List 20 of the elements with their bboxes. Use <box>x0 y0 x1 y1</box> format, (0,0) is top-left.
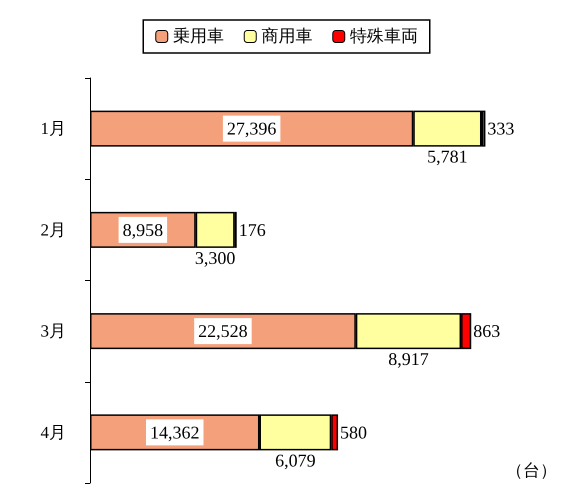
data-label: 176 <box>238 220 266 240</box>
data-label: 8,917 <box>388 349 429 370</box>
data-label: 863 <box>473 321 500 342</box>
legend-label: 商用車 <box>261 26 312 46</box>
data-label: 333 <box>487 118 514 139</box>
text: （台） <box>506 461 557 480</box>
legend-label: 特殊車両 <box>350 26 418 46</box>
y-tick-label: 2月 <box>40 220 66 240</box>
data-label: 14,362 <box>150 422 200 442</box>
y-tick-label: 1月 <box>40 119 66 138</box>
y-tick-label: 3月 <box>40 322 66 341</box>
data-label: 5,781 <box>427 146 468 167</box>
legend-label: 乗用車 <box>172 26 224 46</box>
data-label: 580 <box>340 422 368 442</box>
data-label: 3,300 <box>194 248 236 268</box>
data-label: 27,396 <box>226 118 276 139</box>
data-label: 6,079 <box>275 450 316 470</box>
data-label: 22,528 <box>198 321 248 342</box>
y-tick-label: 4月 <box>40 422 66 442</box>
data-label: 8,958 <box>122 220 164 240</box>
